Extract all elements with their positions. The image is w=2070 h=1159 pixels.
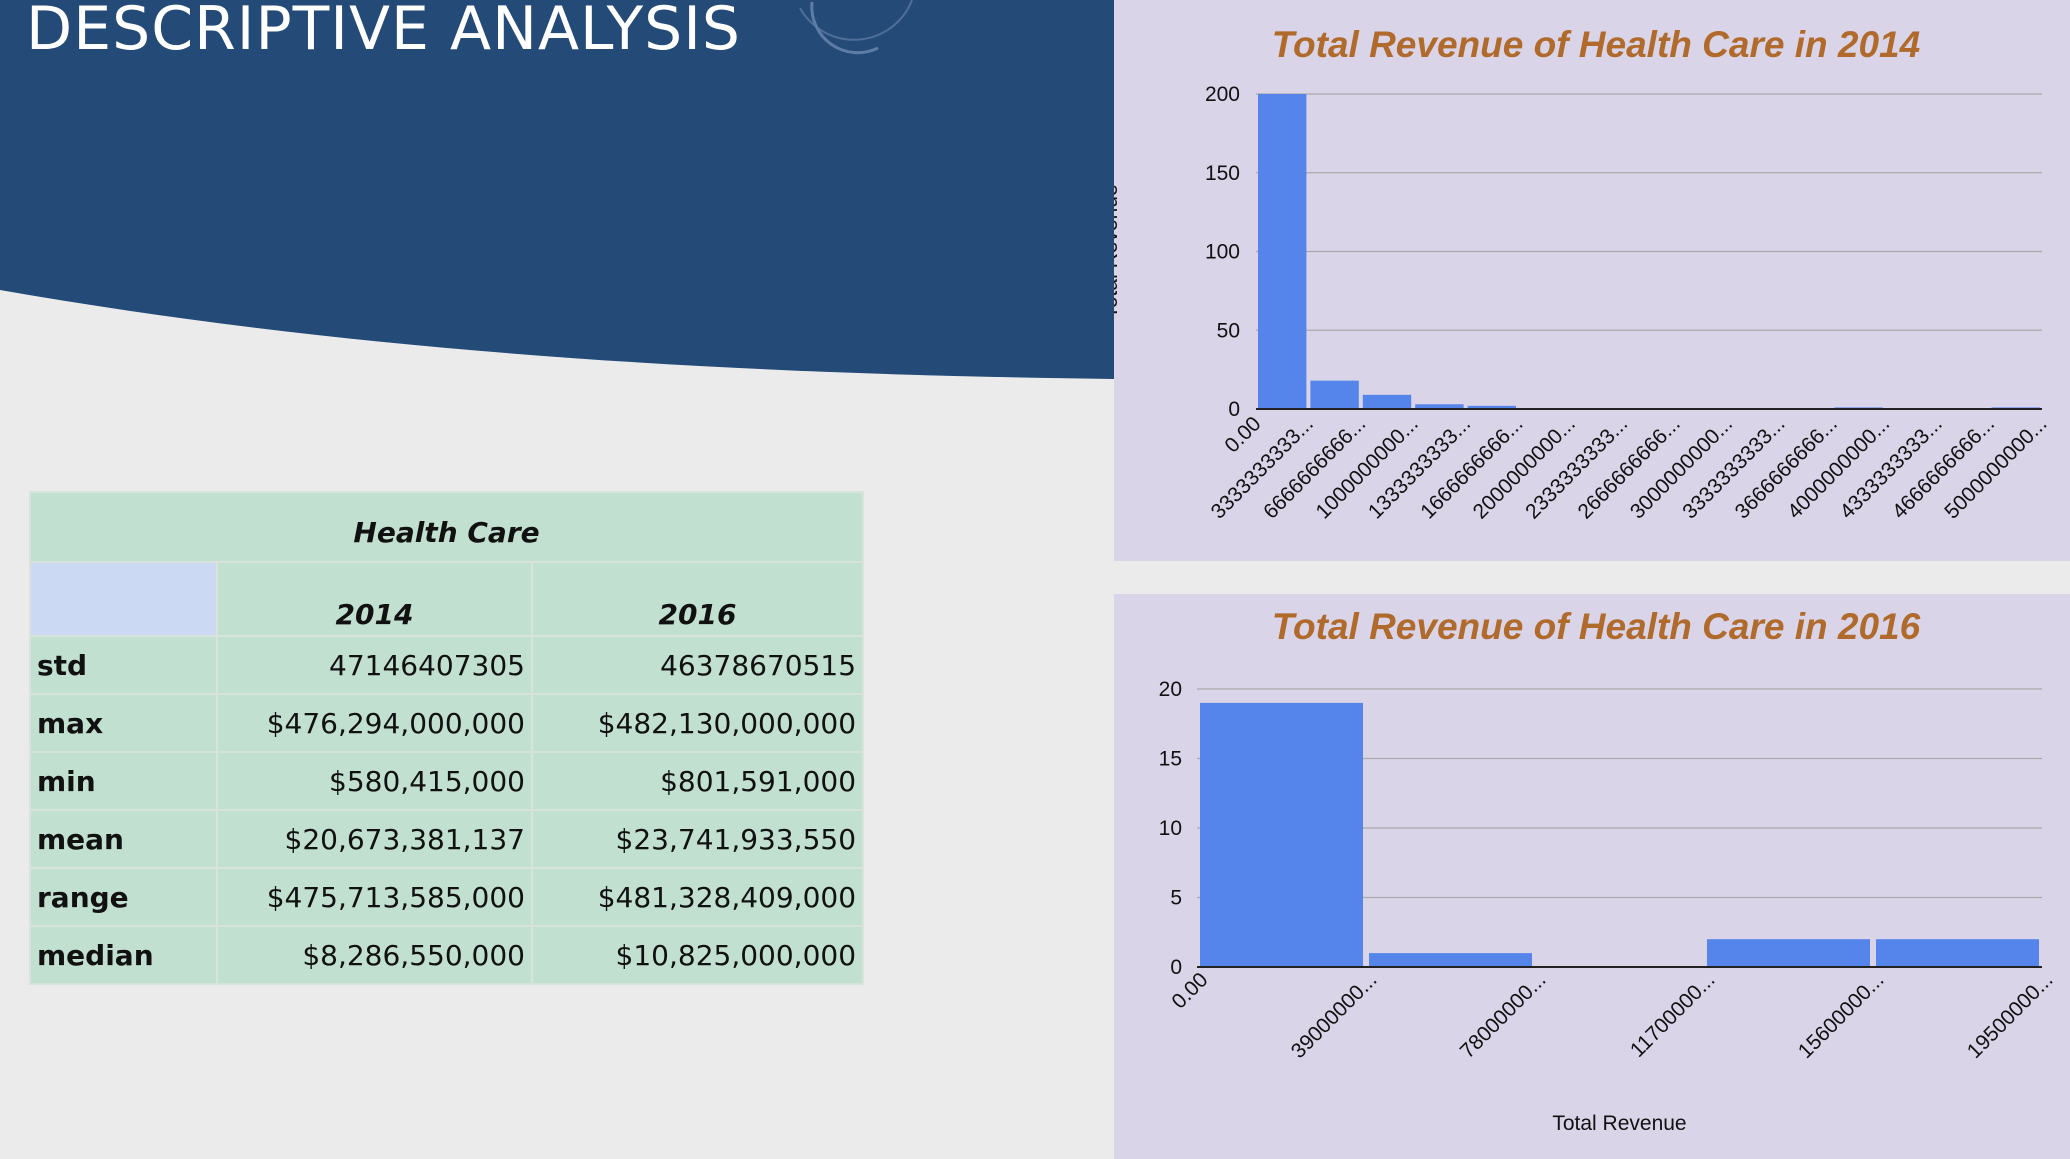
y-tick-label: 15 — [1159, 748, 1182, 771]
table-cell: $482,130,000,000 — [530, 693, 865, 753]
table-row: std 47146407305 46378670515 — [29, 635, 865, 695]
table-row: max $476,294,000,000 $482,130,000,000 — [29, 693, 865, 753]
row-label: min — [29, 751, 218, 811]
table-row: min $580,415,000 $801,591,000 — [29, 751, 865, 811]
revenue-histogram-2014: Total Revenue of Health Care in 2014 0 50 1… — [1114, 24, 2052, 523]
table-row: median $8,286,550,000 $10,825,000,000 — [29, 925, 865, 985]
chart-title: Total Revenue of Health Care in 2014 — [1272, 24, 1920, 65]
table-cell: $8,286,550,000 — [216, 925, 533, 985]
row-label: std — [29, 635, 218, 695]
histogram-bar — [1362, 394, 1412, 409]
table-cell: $10,825,000,000 — [530, 925, 865, 985]
x-tick-label: 15600000... — [1794, 968, 1889, 1063]
chart-title: Total Revenue of Health Care in 2016 — [1272, 606, 1921, 647]
stats-table: Health Care 2014 2016 std 47146407305 4637… — [28, 491, 865, 985]
column-header-2016: 2016 — [530, 561, 865, 637]
row-label: median — [29, 925, 218, 985]
y-tick-label: 150 — [1205, 162, 1240, 185]
y-tick-label: 20 — [1159, 678, 1182, 701]
banner-shape — [0, 0, 1114, 379]
chart-panel-2014: Total Revenue of Health Care in 2014 0 50 1… — [1114, 0, 2070, 561]
x-axis-label: Total Revenue — [1552, 1112, 1686, 1135]
decorative-arc-icon — [810, 1, 879, 55]
x-tick-label: 0.00 — [1220, 412, 1265, 457]
table-cell: $481,328,409,000 — [530, 867, 865, 927]
histogram-bar — [1258, 94, 1307, 409]
table-row: range $475,713,585,000 $481,328,409,000 — [29, 867, 865, 927]
y-tick-label: 200 — [1205, 83, 1240, 106]
histogram-bar — [1200, 702, 1363, 967]
table-cell: $580,415,000 — [216, 751, 533, 811]
y-tick-label: 100 — [1205, 241, 1240, 264]
table-header-row: 2014 2016 — [29, 561, 865, 637]
row-label: mean — [29, 809, 218, 869]
revenue-histogram-2016: Total Revenue of Health Care in 2016 0 5 10… — [1159, 606, 2058, 1135]
histogram-bar — [1369, 953, 1532, 967]
slide-title: DESCRIPTIVE ANALYSIS — [26, 0, 741, 64]
y-tick-label: 50 — [1217, 319, 1240, 342]
column-header-2014: 2014 — [216, 561, 533, 637]
table-cell: $801,591,000 — [530, 751, 865, 811]
histogram-bar — [1310, 380, 1359, 409]
table-cell: $20,673,381,137 — [216, 809, 533, 869]
x-tick-label: 11700000... — [1626, 968, 1720, 1062]
table-body: std 47146407305 46378670515 max $476,294,000… — [29, 635, 865, 985]
histogram-bar — [1467, 405, 1516, 409]
chart-panel-2016: Total Revenue of Health Care in 2016 0 5 10… — [1114, 594, 2070, 1159]
table-cell: 46378670515 — [530, 635, 865, 695]
decorative-circle-icon — [799, 0, 913, 41]
x-tick-label: 19500000... — [1963, 968, 2058, 1063]
y-axis-label: Total Revenue — [1114, 184, 1122, 318]
table-row: mean $20,673,381,137 $23,741,933,550 — [29, 809, 865, 869]
y-tick-label: 0 — [1228, 398, 1240, 421]
y-tick-label: 10 — [1159, 817, 1182, 840]
row-label: max — [29, 693, 218, 753]
histogram-bar — [1707, 939, 1870, 967]
table-cell: $23,741,933,550 — [530, 809, 865, 869]
table-corner-cell — [29, 561, 218, 637]
histogram-bar — [1876, 939, 2039, 967]
x-tick-label: 78000000... — [1456, 968, 1551, 1063]
table-cell: $475,713,585,000 — [216, 867, 533, 927]
row-label: range — [29, 867, 218, 927]
y-tick-label: 5 — [1170, 887, 1182, 910]
title-banner — [0, 0, 1114, 379]
x-tick-label: 39000000... — [1287, 968, 1382, 1063]
table-cell: $476,294,000,000 — [216, 693, 533, 753]
y-tick-label: 0 — [1170, 956, 1182, 979]
table-cell: 47146407305 — [216, 635, 533, 695]
table-title-row: Health Care — [28, 491, 865, 563]
table-title: Health Care — [28, 491, 865, 563]
histogram-bar — [1415, 404, 1464, 409]
